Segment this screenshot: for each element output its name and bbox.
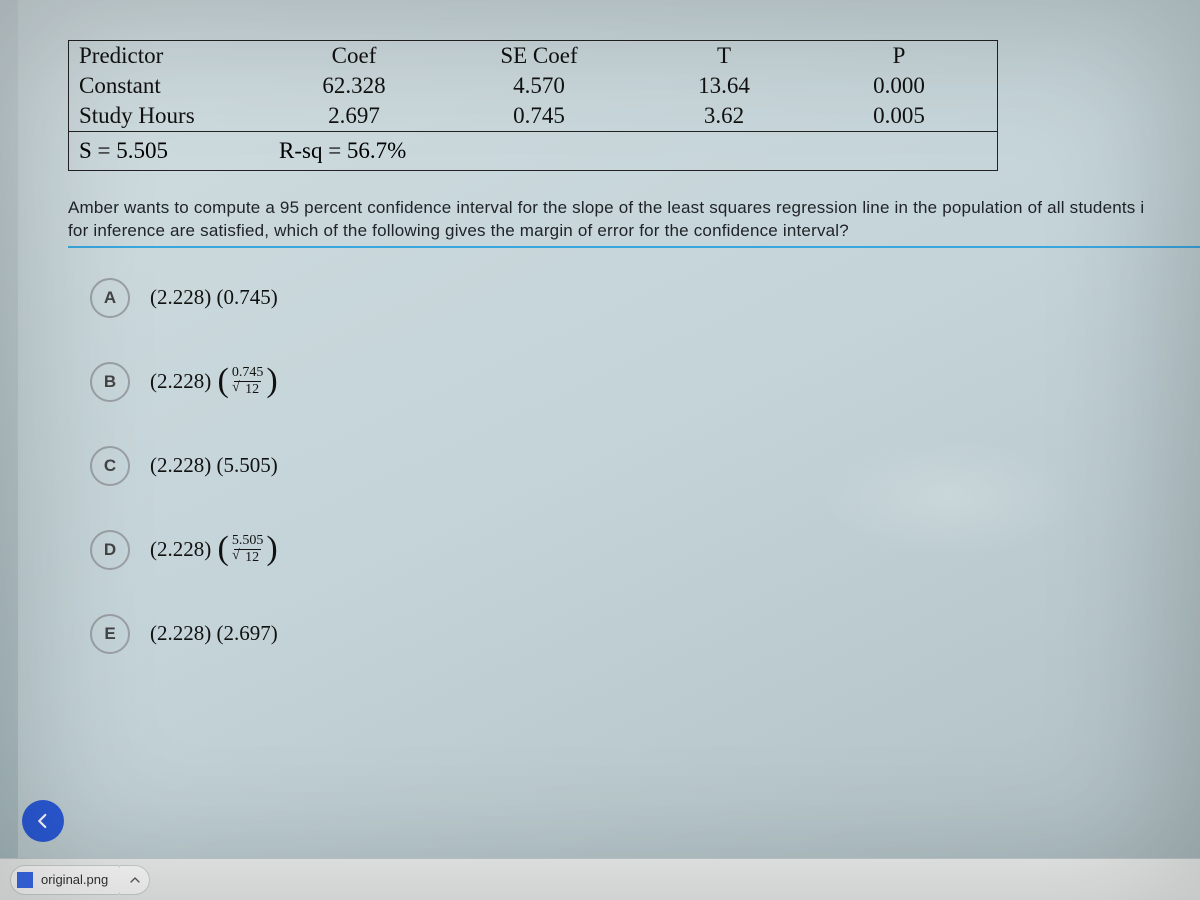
col-header-t: T <box>639 41 809 71</box>
downloads-bar: original.png <box>0 858 1200 900</box>
option-text: (2.228) (2.697) <box>150 621 278 646</box>
cell-p: 0.005 <box>809 101 989 131</box>
download-chip[interactable]: original.png <box>10 865 121 895</box>
chevron-up-icon <box>129 874 141 886</box>
summary-s: S = 5.505 <box>69 132 269 170</box>
option-b[interactable]: B (2.228) ( 0.745 12 ) <box>90 362 1200 402</box>
cell-coef: 62.328 <box>269 71 439 101</box>
col-header-se: SE Coef <box>439 41 639 71</box>
fraction: 0.745 12 <box>232 366 264 397</box>
col-header-predictor: Predictor <box>69 41 269 71</box>
regression-table: Predictor Coef SE Coef T P Constant 62.3… <box>68 40 998 171</box>
cell-t: 3.62 <box>639 101 809 131</box>
question-underline <box>68 246 1200 248</box>
fraction-numerator: 5.505 <box>232 534 264 549</box>
option-a[interactable]: A (2.228) (0.745) <box>90 278 1200 318</box>
option-text: (2.228) (5.505) <box>150 453 278 478</box>
fraction-numerator: 0.745 <box>232 366 264 381</box>
option-c[interactable]: C (2.228) (5.505) <box>90 446 1200 486</box>
option-prefix: (2.228) <box>150 369 211 394</box>
option-letter-circle: D <box>90 530 130 570</box>
cell-predictor: Study Hours <box>69 101 269 131</box>
radicand: 12 <box>243 549 261 565</box>
sqrt-icon: 12 <box>234 382 261 397</box>
image-file-icon <box>17 872 33 888</box>
fraction-denominator: 12 <box>234 381 261 397</box>
download-options-button[interactable] <box>120 865 150 895</box>
summary-rsq: R-sq = 56.7% <box>269 132 589 170</box>
question-line-1: Amber wants to compute a 95 percent conf… <box>68 197 1200 218</box>
cell-t: 13.64 <box>639 71 809 101</box>
table-row: Study Hours 2.697 0.745 3.62 0.005 <box>69 101 997 131</box>
cell-p: 0.000 <box>809 71 989 101</box>
answer-options: A (2.228) (0.745) B (2.228) ( 0.745 12 )… <box>68 278 1200 654</box>
back-button[interactable] <box>22 800 64 842</box>
option-letter: A <box>104 288 116 308</box>
content-area: Predictor Coef SE Coef T P Constant 62.3… <box>18 0 1200 858</box>
cell-se: 0.745 <box>439 101 639 131</box>
option-letter-circle: C <box>90 446 130 486</box>
question-line-2: for inference are satisfied, which of th… <box>68 220 1200 241</box>
option-letter: B <box>104 372 116 392</box>
table-summary-row: S = 5.505 R-sq = 56.7% <box>69 132 997 170</box>
cell-se: 4.570 <box>439 71 639 101</box>
chevron-left-icon <box>34 812 52 830</box>
option-text: (2.228) (0.745) <box>150 285 278 310</box>
fraction-denominator: 12 <box>234 549 261 565</box>
col-header-p: P <box>809 41 989 71</box>
option-letter: D <box>104 540 116 560</box>
option-d[interactable]: D (2.228) ( 5.505 12 ) <box>90 530 1200 570</box>
cell-coef: 2.697 <box>269 101 439 131</box>
sqrt-icon: 12 <box>234 550 261 565</box>
option-letter-circle: E <box>90 614 130 654</box>
option-text: (2.228) ( 0.745 12 ) <box>150 366 279 397</box>
fraction: 5.505 12 <box>232 534 264 565</box>
option-letter-circle: B <box>90 362 130 402</box>
table-row: Constant 62.328 4.570 13.64 0.000 <box>69 71 997 101</box>
option-text: (2.228) ( 5.505 12 ) <box>150 534 279 565</box>
table-header-row: Predictor Coef SE Coef T P <box>69 41 997 71</box>
radicand: 12 <box>243 381 261 397</box>
option-prefix: (2.228) <box>150 537 211 562</box>
option-letter-circle: A <box>90 278 130 318</box>
option-e[interactable]: E (2.228) (2.697) <box>90 614 1200 654</box>
cell-predictor: Constant <box>69 71 269 101</box>
download-filename: original.png <box>41 872 108 887</box>
option-letter: E <box>104 624 115 644</box>
option-letter: C <box>104 456 116 476</box>
col-header-coef: Coef <box>269 41 439 71</box>
